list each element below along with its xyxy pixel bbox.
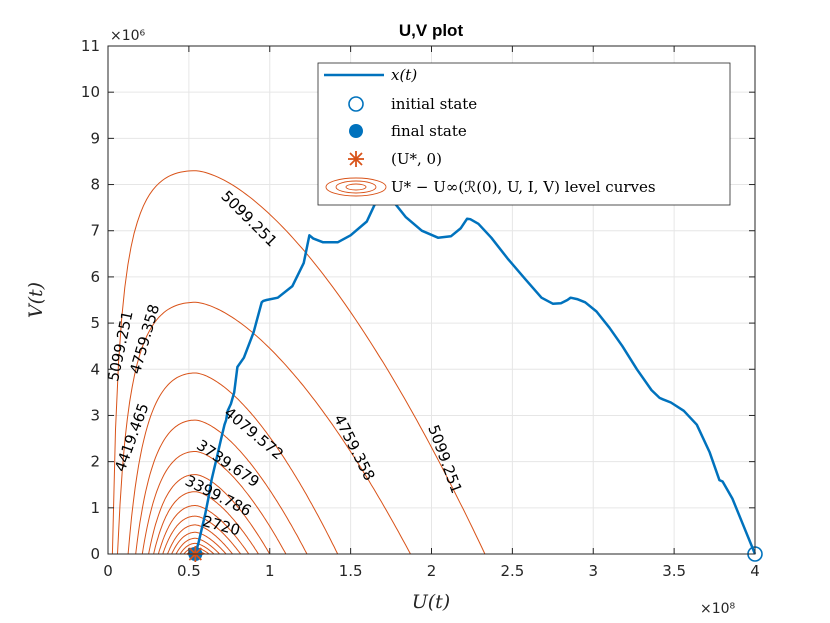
legend-box <box>317 62 731 206</box>
chart-title: U,V plot <box>399 21 464 40</box>
x-axis-multiplier: ×10⁸ <box>700 601 736 617</box>
y-tick-label: 8 <box>90 176 100 194</box>
contour-line <box>167 524 233 555</box>
x-tick-label: 0 <box>103 562 113 580</box>
legend-filled-circle-swatch <box>349 124 363 138</box>
y-tick-label: 4 <box>90 360 100 378</box>
x-tick-label: 3 <box>588 562 598 580</box>
contour-line <box>117 301 411 555</box>
x-axis-label: U(t) <box>412 591 450 613</box>
contour-line <box>153 491 259 555</box>
legend-label-star: (U*, 0) <box>391 150 442 168</box>
contour-line <box>171 531 227 555</box>
contour-line <box>148 474 271 555</box>
y-axis-label: V(t) <box>25 282 47 318</box>
x-tick-label: 3.5 <box>662 562 686 580</box>
y-tick-label: 3 <box>90 406 100 424</box>
legend-label-initial: initial state <box>391 95 477 113</box>
x-tick-label: 1 <box>265 562 275 580</box>
contour-line <box>141 451 287 555</box>
y-tick-label: 7 <box>90 222 100 240</box>
y-tick-label: 2 <box>90 453 100 471</box>
contour-line <box>175 537 220 555</box>
y-tick-label: 11 <box>81 37 100 55</box>
series-group <box>194 194 757 555</box>
x-tick-label: 1.5 <box>339 562 363 580</box>
legend-label-trajectory: x(t) <box>391 66 417 84</box>
y-tick-label: 0 <box>90 545 100 563</box>
legend-asterisk-swatch <box>348 151 364 167</box>
y-tick-label: 10 <box>81 83 100 101</box>
contour-line <box>157 505 250 555</box>
y-tick-label: 6 <box>90 268 100 286</box>
y-tick-label: 1 <box>90 499 100 517</box>
y-axis-multiplier: ×10⁶ <box>110 28 146 44</box>
x-tick-label: 2.5 <box>500 562 524 580</box>
legend: x(t) initial state final state (U*, 0) U… <box>317 62 731 206</box>
contour-line <box>111 170 486 555</box>
y-tick-label: 9 <box>90 129 100 147</box>
trajectory-line <box>194 194 757 555</box>
x-tick-label: 2 <box>427 562 437 580</box>
legend-open-circle-swatch <box>348 96 364 112</box>
contour-line <box>162 515 242 555</box>
legend-contour-swatch <box>325 177 387 197</box>
tick-group: 0 0.5 1 1.5 2 2.5 3 3.5 4 0 1 2 3 4 5 6 7 8 9 10 11 <box>81 37 760 580</box>
legend-label-final: final state <box>391 122 467 140</box>
x-tick-label: 0.5 <box>177 562 201 580</box>
y-tick-label: 5 <box>90 314 100 332</box>
x-tick-label: 4 <box>750 562 760 580</box>
legend-label-contours: U* − U∞(ℛ(0), U, I, V) level curves <box>391 178 656 196</box>
